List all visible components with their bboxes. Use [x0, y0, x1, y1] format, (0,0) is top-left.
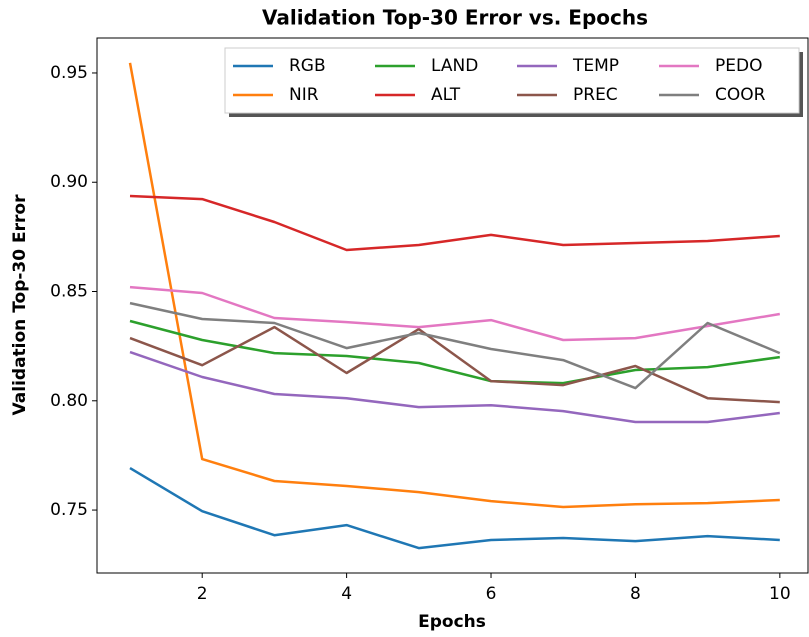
line-series [129, 194, 780, 252]
legend-label: ALT [431, 85, 461, 105]
x-tick-label: 6 [486, 584, 497, 604]
line-series [129, 325, 780, 404]
line-series [129, 285, 781, 342]
x-axis-label: Epochs [418, 612, 486, 632]
legend-label: RGB [289, 56, 326, 76]
line-series [129, 350, 780, 424]
chart-title: Validation Top-30 Error vs. Epochs [262, 6, 648, 30]
legend-label: PEDO [715, 56, 762, 76]
line-series [129, 467, 780, 550]
y-tick-label: 0.90 [50, 172, 88, 192]
x-tick-label: 2 [197, 584, 208, 604]
legend-label: NIR [289, 85, 319, 105]
line-series [129, 301, 781, 390]
legend: RGB NIR LAND ALT TEMP PREC PEDO COOR [224, 47, 803, 117]
y-tick-label: 0.85 [50, 282, 88, 302]
legend-label: TEMP [572, 56, 619, 76]
legend-box [224, 47, 800, 114]
legend-label: PREC [573, 85, 618, 105]
y-tick-label: 0.80 [50, 391, 88, 411]
y-tick-label: 0.75 [50, 500, 88, 520]
line-series [128, 62, 780, 509]
legend-label: COOR [715, 85, 766, 105]
x-tick-label: 8 [630, 584, 641, 604]
y-tick-label: 0.95 [50, 63, 88, 83]
legend-label: LAND [431, 56, 478, 76]
y-axis-label: Validation Top-30 Error [10, 194, 30, 416]
x-tick-label: 4 [341, 584, 352, 604]
x-tick-label: 10 [769, 584, 791, 604]
plot-frame [96, 37, 809, 574]
